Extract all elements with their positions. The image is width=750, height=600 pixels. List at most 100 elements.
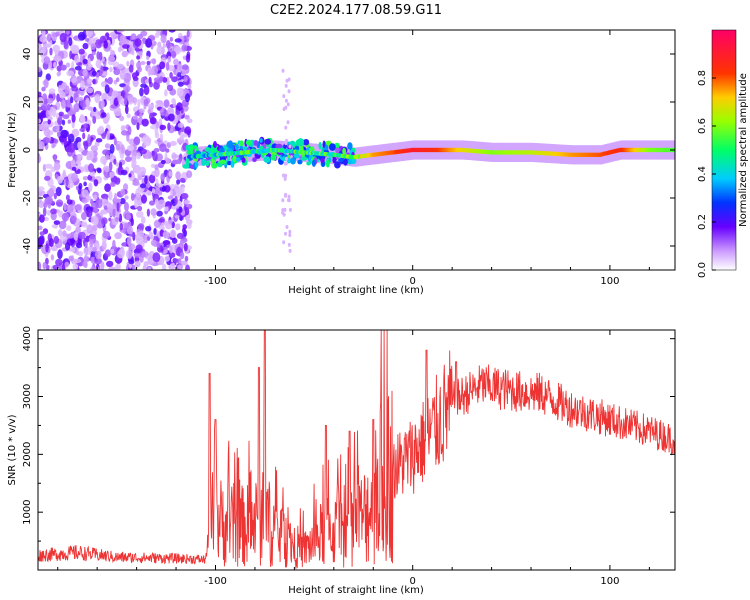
noise-blob	[176, 102, 183, 111]
spectrogram-panel: -100 0 100 -40 -20 0 20 40 Height of straight l…	[7, 29, 676, 296]
ridge-blob	[329, 143, 336, 151]
noise-blob	[61, 82, 66, 90]
noise-blob	[44, 163, 53, 169]
noise-blob	[63, 39, 69, 50]
noise-blob	[43, 78, 49, 89]
noise-blob	[57, 229, 63, 237]
ridge-blob	[219, 147, 225, 154]
noise-blob	[66, 225, 72, 232]
noise-blob	[101, 92, 108, 102]
y-tick-label: 20	[22, 96, 33, 109]
noise-blob	[84, 241, 88, 248]
noise-blob	[98, 198, 103, 203]
noise-blob	[148, 174, 156, 184]
streak-blob	[284, 83, 288, 88]
noise-blob	[114, 264, 120, 270]
noise-blob	[77, 250, 84, 257]
noise-blob	[183, 242, 188, 252]
noise-blob	[77, 141, 82, 149]
noise-blob	[133, 136, 141, 146]
noise-blob	[82, 176, 88, 181]
noise-blob	[187, 204, 193, 209]
noise-blob	[123, 96, 128, 106]
noise-blob	[47, 119, 51, 125]
x-tick-label: 0	[410, 276, 416, 287]
noise-blob	[39, 231, 45, 236]
noise-blob	[175, 187, 182, 197]
streak-blob	[286, 120, 290, 125]
noise-blob	[118, 166, 122, 173]
snr-frame	[37, 329, 676, 571]
noise-blob	[86, 78, 93, 85]
streak-blob	[287, 198, 291, 203]
noise-blob	[92, 194, 98, 200]
noise-blob	[125, 87, 129, 97]
noise-blob	[130, 192, 135, 201]
noise-blob	[122, 44, 130, 49]
ridge-blob	[234, 143, 239, 151]
noise-blob	[117, 63, 124, 70]
ridge-blob	[347, 142, 353, 150]
noise-blob	[118, 213, 123, 223]
noise-blob	[154, 167, 160, 178]
noise-blob	[43, 127, 51, 137]
noise-blob	[71, 247, 76, 253]
noise-blob	[70, 159, 76, 167]
noise-blob	[110, 181, 116, 187]
noise-blob	[119, 197, 126, 205]
noise-blob	[56, 93, 60, 103]
noise-blob	[65, 30, 71, 35]
noise-blob	[66, 199, 73, 205]
noise-blob	[174, 195, 178, 205]
noise-blob	[50, 254, 55, 261]
noise-blob	[100, 65, 104, 75]
streak-blob	[283, 177, 287, 181]
noise-blob	[42, 207, 47, 217]
noise-blob	[109, 143, 115, 154]
noise-blob	[139, 183, 147, 189]
noise-blob	[179, 177, 186, 183]
noise-blob	[65, 194, 70, 201]
noise-blob	[82, 68, 88, 77]
noise-blob	[169, 36, 173, 42]
streak-blob	[282, 94, 286, 99]
noise-blob	[109, 66, 113, 73]
noise-blob	[85, 97, 90, 107]
noise-blob	[53, 220, 61, 226]
noise-blob	[179, 251, 185, 260]
ridge-blob	[252, 157, 257, 163]
noise-blob	[134, 198, 138, 209]
noise-blob	[57, 249, 63, 260]
noise-blob	[114, 177, 121, 185]
noise-blob	[74, 218, 81, 228]
noise-blob	[63, 138, 68, 146]
noise-blob	[134, 111, 141, 116]
noise-blob	[110, 49, 116, 57]
noise-blob	[66, 98, 71, 108]
noise-blob	[38, 118, 42, 124]
noise-blob	[130, 218, 134, 226]
noise-blob	[104, 84, 110, 94]
noise-blob	[56, 124, 60, 133]
noise-blob	[61, 263, 66, 270]
noise-blob	[167, 122, 171, 131]
noise-blob	[91, 224, 98, 232]
noise-blob	[175, 223, 181, 231]
noise-blob	[93, 206, 98, 214]
noise-blob	[70, 215, 77, 225]
noise-blob	[81, 221, 85, 227]
noise-blob	[120, 169, 128, 176]
noise-blob	[153, 228, 157, 235]
noise-blob	[83, 181, 87, 187]
noise-blob	[48, 238, 54, 247]
ridge-blob	[282, 156, 286, 162]
noise-blob	[165, 40, 171, 49]
noise-blob	[53, 235, 59, 245]
noise-blob	[174, 45, 182, 55]
noise-blob	[94, 93, 101, 104]
ridge-blob	[270, 154, 277, 161]
noise-blob	[182, 224, 187, 230]
noise-blob	[112, 61, 120, 68]
ridge-blob	[259, 138, 263, 143]
